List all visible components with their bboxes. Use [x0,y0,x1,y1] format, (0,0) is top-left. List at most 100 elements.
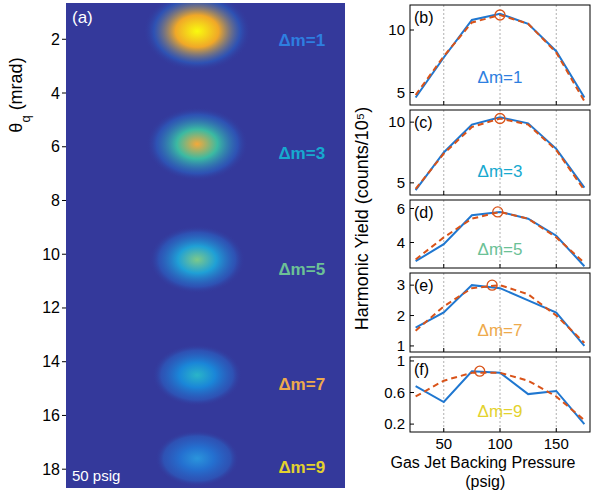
series-line [416,212,585,266]
plot-frame [410,110,590,195]
tick [62,254,66,255]
tick [500,428,501,432]
tick-label: 50 [435,435,452,452]
tick [443,191,444,195]
tick [62,469,66,470]
panel-label: (c) [414,114,433,131]
tick-label: 0.6 [384,384,405,401]
peak-marker [495,10,505,20]
harmonic-spot [146,107,248,181]
tick [443,348,444,352]
grid-line [556,200,557,268]
harmonic-spot [149,226,245,294]
image-background [66,3,345,488]
tick [556,191,557,195]
grid-line [500,110,501,195]
harmonic-spot [152,344,242,406]
axis-title-part: q [18,115,33,122]
series-line [416,212,585,263]
tick [410,345,414,346]
tick [62,146,66,147]
tick-label: 1 [397,352,405,369]
tick [410,30,414,31]
panel-label: (a) [72,8,93,27]
axis-title: Gas Jet Backing Pressure (psig) [391,454,576,490]
series-line [416,285,585,343]
tick-label: 3 [397,276,405,293]
plot-frame [410,357,590,432]
tick [500,101,501,105]
tick-label: 8 [51,192,60,209]
tick [62,415,66,416]
tick [410,182,414,183]
tick [410,242,414,243]
series-line [416,119,585,191]
grid-line [443,357,444,432]
tick [556,264,557,268]
axis-title: Harmonic Yield (counts/10⁵) [352,107,372,331]
tick-label: 12 [42,299,60,316]
grid-line [443,200,444,268]
harmonic-spot [143,3,251,71]
tick [62,39,66,40]
tick-label: 4 [397,234,405,251]
plot-background [410,200,590,268]
order-label: Δm=3 [478,162,523,181]
tick [410,424,414,425]
order-label: Δm=7 [278,375,325,394]
tick [62,93,66,94]
tick-label: 150 [544,435,569,452]
panel-label: (b) [414,9,434,26]
tick-label: 18 [42,461,60,478]
order-label: Δm=1 [278,31,325,50]
tick-label: 10 [388,113,405,130]
tick [443,264,444,268]
order-label: Δm=1 [478,68,523,87]
tick [62,307,66,308]
order-label: Δm=5 [278,260,325,279]
tick [62,361,66,362]
plot-frame [410,273,590,352]
series-line [416,117,585,190]
peak-marker [487,280,497,290]
tick [443,428,444,432]
tick [410,392,414,393]
tick-label: 0.2 [384,415,405,432]
tick [443,101,444,105]
plot-background [410,110,590,195]
axis-title-part: (mrad) [6,57,26,115]
tick-label: 6 [51,138,60,155]
order-label: Δm=9 [278,458,325,477]
series-line [416,15,585,101]
plot-background [410,5,590,105]
tick [500,348,501,352]
plot-frame [410,200,590,268]
plot-group [416,280,585,346]
plot-background [410,357,590,432]
series-line [416,285,585,346]
tick-label: 5 [397,174,405,191]
tick [62,200,66,201]
tick-label: 10 [42,246,60,263]
plot-group [416,207,585,266]
order-label: Δm=9 [478,402,523,421]
axis-title-line: (psig) [461,473,505,490]
order-label: Δm=5 [478,240,523,259]
peak-marker [495,114,505,124]
peak-marker [475,366,485,376]
tick-label: 5 [397,84,405,101]
harmonic-spot [155,430,239,486]
plot-group [416,114,585,191]
tick [500,191,501,195]
annotation: 50 psig [72,467,120,484]
axis-title-part: θ [6,123,26,133]
tick [500,264,501,268]
tick-label: 2 [397,307,405,324]
figure: Δm=1Δm=3Δm=5Δm=7Δm=9(a)50 psig2468101214… [0,0,597,493]
tick [410,92,414,93]
order-label: Δm=7 [478,321,523,340]
tick-label: 10 [388,21,405,38]
series-line [416,373,585,420]
grid-line [556,357,557,432]
tick [556,428,557,432]
